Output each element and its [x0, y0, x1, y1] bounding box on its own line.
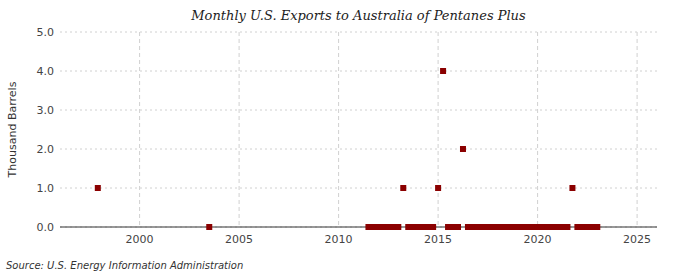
- x-grid-line: [338, 32, 339, 227]
- axes: 0.0 1.0 2.0 3.0 4.0 5.0 2000 2005 2010 2015 2020 20…: [37, 26, 658, 246]
- x-tick-label: 2005: [225, 233, 253, 246]
- x-grid-line: [139, 32, 140, 227]
- x-grid-line: [637, 32, 638, 227]
- x-tick-label: 2025: [623, 233, 651, 246]
- point: [430, 224, 436, 230]
- point: [95, 185, 101, 191]
- x-grid-line: [537, 32, 538, 227]
- x-tick-label: 2020: [524, 233, 552, 246]
- y-grid-line: [60, 71, 657, 72]
- x-tick-label: 2000: [126, 233, 154, 246]
- y-tick-label: 1.0: [37, 182, 55, 195]
- point: [460, 146, 466, 152]
- x-grid-line: [438, 32, 439, 227]
- grid: [60, 32, 657, 227]
- chart: Monthly U.S. Exports to Australia of Pen…: [0, 0, 675, 275]
- point: [455, 224, 461, 230]
- y-tick-label: 5.0: [37, 26, 55, 39]
- point: [440, 68, 446, 74]
- x-grid-line: [239, 32, 240, 227]
- point: [400, 185, 406, 191]
- x-tick-label: 2010: [325, 233, 353, 246]
- y-grid-line: [60, 149, 657, 150]
- source-note: Source: U.S. Energy Information Administ…: [6, 260, 243, 271]
- point: [206, 224, 212, 230]
- y-tick-label: 0.0: [37, 221, 55, 234]
- title: Monthly U.S. Exports to Australia of Pen…: [190, 8, 526, 23]
- points: [95, 68, 600, 230]
- point: [564, 224, 570, 230]
- point: [395, 224, 401, 230]
- y-tick-label: 4.0: [37, 65, 55, 78]
- y-grid-line: [60, 188, 657, 189]
- x-tick-label: 2015: [424, 233, 452, 246]
- point: [569, 185, 575, 191]
- y-grid-line: [60, 110, 657, 111]
- point: [435, 185, 441, 191]
- point: [594, 224, 600, 230]
- y-tick-label: 3.0: [37, 104, 55, 117]
- y-grid-line: [60, 32, 657, 33]
- y-tick-label: 2.0: [37, 143, 55, 156]
- y-axis-label: Thousand Barrels: [6, 81, 19, 178]
